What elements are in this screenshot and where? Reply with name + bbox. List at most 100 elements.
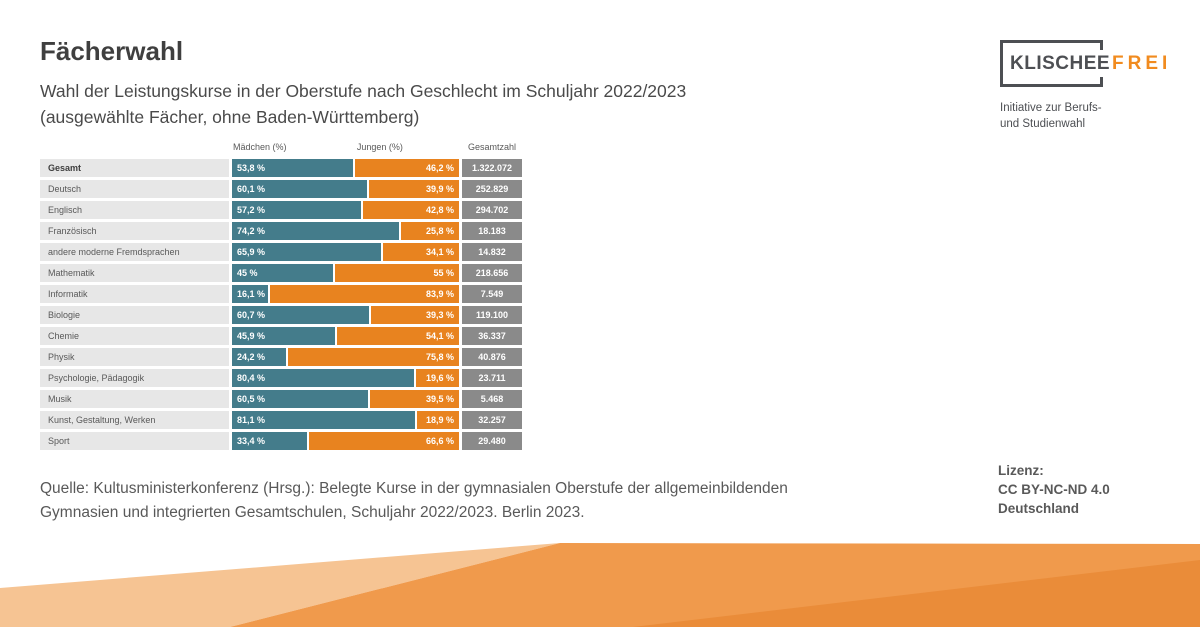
license-block: Lizenz: CC BY-NC-ND 4.0 Deutschland — [998, 461, 1110, 518]
logo-tagline-line-2: und Studienwahl — [1000, 118, 1086, 130]
chart-row: Chemie 45,9 % 54,1 % 36.337 — [40, 327, 522, 345]
chart-row: Musik 60,5 % 39,5 % 5.468 — [40, 390, 522, 408]
logo-tagline: Initiative zur Berufs- und Studienwahl — [1000, 100, 1102, 132]
girls-bar-segment: 81,1 % — [232, 411, 416, 429]
boys-percent-value: 54,1 % — [425, 331, 454, 341]
girls-bar-segment: 60,1 % — [232, 180, 368, 198]
total-value: 294.702 — [462, 201, 522, 219]
row-label: Sport — [40, 432, 229, 450]
boys-percent-value: 46,2 % — [425, 163, 454, 173]
girls-bar-segment: 53,8 % — [232, 159, 354, 177]
boys-bar-segment: 54,1 % — [337, 327, 459, 345]
boys-percent-value: 75,8 % — [425, 352, 454, 362]
footer-wave-decoration — [0, 543, 1200, 627]
total-value: 218.656 — [462, 264, 522, 282]
girls-bar-segment: 45 % — [232, 264, 334, 282]
girls-bar-segment: 60,7 % — [232, 306, 369, 324]
boys-percent-value: 18,9 % — [425, 415, 454, 425]
boys-percent-value: 66,6 % — [425, 436, 454, 446]
chart-column-headers: Mädchen (%) Jungen (%) Gesamtzahl — [40, 141, 522, 155]
boys-bar-segment: 42,8 % — [362, 201, 459, 219]
page-subtitle: Wahl der Leistungskurse in der Oberstufe… — [40, 78, 686, 130]
girls-percent-value: 16,1 % — [237, 289, 266, 299]
boys-bar-segment: 39,9 % — [369, 180, 459, 198]
chart-row: Informatik 16,1 % 83,9 % 7.549 — [40, 285, 522, 303]
total-value: 36.337 — [462, 327, 522, 345]
wave-peach-shape — [0, 543, 560, 627]
row-label: Biologie — [40, 306, 229, 324]
boys-bar-segment: 39,5 % — [370, 390, 459, 408]
row-label: Kunst, Gestaltung, Werken — [40, 411, 229, 429]
boys-bar-segment: 39,3 % — [370, 306, 459, 324]
boys-percent-value: 42,8 % — [425, 205, 454, 215]
row-label: Physik — [40, 348, 229, 366]
subtitle-line-2: (ausgewählte Fächer, ohne Baden-Württemb… — [40, 107, 420, 127]
source-line-1: Quelle: Kultusministerkonferenz (Hrsg.):… — [40, 480, 788, 497]
girls-percent-value: 24,2 % — [237, 352, 266, 362]
total-value: 252.829 — [462, 180, 522, 198]
total-value: 14.832 — [462, 243, 522, 261]
bar-area: 45,9 % 54,1 % — [232, 327, 459, 345]
row-label: andere moderne Fremdsprachen — [40, 243, 229, 261]
bar-area: 60,1 % 39,9 % — [232, 180, 459, 198]
chart-row: Biologie 60,7 % 39,3 % 119.100 — [40, 306, 522, 324]
source-citation: Quelle: Kultusministerkonferenz (Hrsg.):… — [40, 477, 788, 525]
row-label: Englisch — [40, 201, 229, 219]
row-label: Französisch — [40, 222, 229, 240]
column-header-jungen: Jungen (%) — [356, 142, 403, 152]
bar-area: 74,2 % 25,8 % — [232, 222, 459, 240]
chart-row: Gesamt 53,8 % 46,2 % 1.322.072 — [40, 159, 522, 177]
boys-bar-segment: 46,2 % — [355, 159, 459, 177]
column-header-gesamtzahl: Gesamtzahl — [467, 142, 517, 152]
column-header-maedchen: Mädchen (%) — [233, 142, 287, 152]
chart-row: Englisch 57,2 % 42,8 % 294.702 — [40, 201, 522, 219]
girls-bar-segment: 24,2 % — [232, 348, 286, 366]
girls-percent-value: 81,1 % — [237, 415, 266, 425]
klischee-frei-logo: KLISCHEE FREI Initiative zur Berufs- und… — [1000, 40, 1167, 132]
chart-row: Französisch 74,2 % 25,8 % 18.183 — [40, 222, 522, 240]
girls-bar-segment: 45,9 % — [232, 327, 336, 345]
row-label: Psychologie, Pädagogik — [40, 369, 229, 387]
boys-bar-segment: 75,8 % — [287, 348, 459, 366]
row-label: Musik — [40, 390, 229, 408]
bar-area: 80,4 % 19,6 % — [232, 369, 459, 387]
girls-percent-value: 60,7 % — [237, 310, 266, 320]
chart-row: Deutsch 60,1 % 39,9 % 252.829 — [40, 180, 522, 198]
logo-text-frei: FREI — [1112, 52, 1172, 74]
bar-area: 33,4 % 66,6 % — [232, 432, 459, 450]
girls-percent-value: 60,1 % — [237, 184, 266, 194]
boys-percent-value: 39,5 % — [425, 394, 454, 404]
bar-area: 65,9 % 34,1 % — [232, 243, 459, 261]
girls-bar-segment: 65,9 % — [232, 243, 381, 261]
boys-bar-segment: 83,9 % — [269, 285, 459, 303]
boys-percent-value: 19,6 % — [425, 373, 454, 383]
subtitle-line-1: Wahl der Leistungskurse in der Oberstufe… — [40, 81, 687, 101]
bar-area: 53,8 % 46,2 % — [232, 159, 459, 177]
boys-percent-value: 39,3 % — [425, 310, 454, 320]
row-label: Gesamt — [40, 159, 229, 177]
bar-area: 81,1 % 18,9 % — [232, 411, 459, 429]
row-label: Mathematik — [40, 264, 229, 282]
total-value: 7.549 — [462, 285, 522, 303]
boys-percent-value: 25,8 % — [425, 226, 454, 236]
girls-bar-segment: 80,4 % — [232, 369, 414, 387]
girls-percent-value: 33,4 % — [237, 436, 266, 446]
logo-text-klischee: KLISCHEE — [1010, 52, 1111, 74]
row-label: Chemie — [40, 327, 229, 345]
boys-percent-value: 83,9 % — [425, 289, 454, 299]
bar-area: 57,2 % 42,8 % — [232, 201, 459, 219]
girls-percent-value: 60,5 % — [237, 394, 266, 404]
total-value: 40.876 — [462, 348, 522, 366]
chart-row: Psychologie, Pädagogik 80,4 % 19,6 % 23.… — [40, 369, 522, 387]
boys-bar-segment: 19,6 % — [415, 369, 459, 387]
boys-percent-value: 39,9 % — [425, 184, 454, 194]
label-column-header-spacer — [40, 141, 229, 155]
chart-row: andere moderne Fremdsprachen 65,9 % 34,1… — [40, 243, 522, 261]
girls-percent-value: 53,8 % — [237, 163, 266, 173]
row-label: Informatik — [40, 285, 229, 303]
chart-row: Kunst, Gestaltung, Werken 81,1 % 18,9 % … — [40, 411, 522, 429]
bar-area: 16,1 % 83,9 % — [232, 285, 459, 303]
boys-percent-value: 55 % — [433, 268, 454, 278]
bar-area: 60,5 % 39,5 % — [232, 390, 459, 408]
